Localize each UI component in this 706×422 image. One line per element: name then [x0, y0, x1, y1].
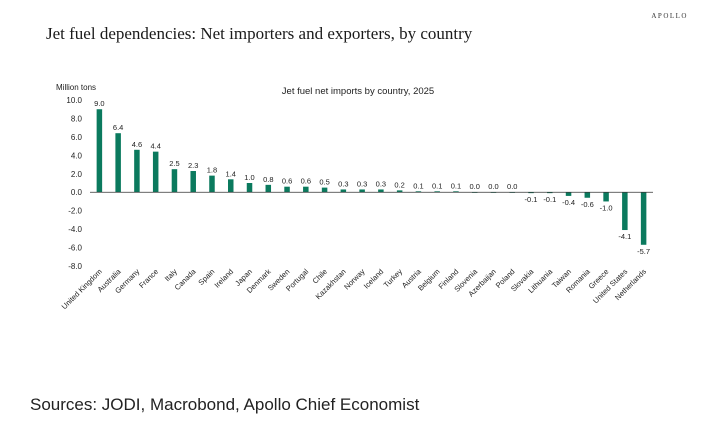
bar-romania	[584, 192, 591, 198]
bar-value-label: 0.0	[488, 182, 498, 191]
value-labels-group: 9.0 6.4 4.6 4.4 2.5 2.3 1.8 1.4 1.0 0.8 0.6 0.6 0.5 0…	[94, 99, 650, 256]
y-axis-unit-label: Million tons	[56, 83, 96, 92]
bar-united-states	[622, 192, 628, 231]
bar-value-label: 1.4	[226, 169, 236, 178]
x-category-label: France	[137, 267, 160, 290]
apollo-brand-logo: APOLLO	[651, 12, 688, 20]
bar-value-label: 1.0	[244, 173, 254, 182]
bar-sweden	[284, 186, 290, 193]
bar-iceland	[378, 189, 384, 193]
bar-value-label: -1.0	[600, 203, 613, 212]
bar-united-kingdom	[96, 109, 103, 193]
bar-value-label: 0.1	[451, 181, 461, 190]
bar-germany	[134, 149, 140, 193]
bar-kazakhstan	[340, 189, 347, 193]
y-axis-ticks: 10.0 8.0 6.0 4.0 2.0 0.0 -2.0 -4.0 -6.0 -8.0	[66, 96, 82, 271]
bar-value-label: 4.6	[132, 140, 142, 149]
chart-title: Jet fuel net imports by country, 2025	[282, 86, 434, 97]
page-headline: Jet fuel dependencies: Net importers and…	[46, 24, 473, 43]
bar-finland	[453, 191, 459, 193]
x-category-label: Canada	[173, 266, 199, 292]
bar-taiwan	[565, 192, 572, 196]
x-category-label: Norway	[342, 267, 367, 292]
bar-value-label: 1.8	[207, 166, 217, 175]
bar-value-label: 0.6	[282, 177, 292, 186]
bar-value-label: 0.0	[469, 182, 479, 191]
x-category-label: Ireland	[213, 267, 236, 290]
bar-value-label: 9.0	[94, 99, 104, 108]
bar-france	[152, 151, 159, 193]
bar-italy	[171, 169, 178, 193]
sources-note: Sources: JODI, Macrobond, Apollo Chief E…	[30, 395, 420, 414]
bar-value-label: 0.2	[394, 180, 404, 189]
bar-value-label: 0.5	[319, 178, 329, 187]
y-tick-label: 8.0	[71, 114, 83, 123]
bar-japan	[246, 183, 253, 193]
y-tick-label: 0.0	[71, 188, 83, 197]
y-tick-label: -4.0	[68, 225, 82, 234]
bar-value-label: 0.0	[507, 182, 517, 191]
y-tick-label: 6.0	[71, 133, 83, 142]
bar-value-label: 0.3	[376, 179, 386, 188]
x-category-label: Iceland	[362, 267, 385, 290]
bar-value-label: 6.4	[113, 123, 123, 132]
bar-spain	[209, 175, 215, 193]
bar-value-label: -0.6	[581, 200, 594, 209]
bar-australia	[115, 133, 121, 193]
bar-slovakia	[528, 192, 534, 194]
y-tick-label: -8.0	[68, 262, 82, 271]
bar-austria	[415, 191, 422, 193]
bar-value-label: -0.1	[525, 195, 538, 204]
bar-value-label: 0.3	[338, 179, 348, 188]
bar-value-label: -0.4	[562, 198, 575, 207]
bar-value-label: -0.1	[543, 195, 556, 204]
bar-value-label: 0.3	[357, 179, 367, 188]
y-tick-label: 2.0	[71, 170, 83, 179]
y-tick-label: 10.0	[66, 96, 82, 105]
bar-norway	[359, 189, 365, 193]
bar-value-label: -5.7	[637, 247, 650, 256]
bar-value-label: -4.1	[618, 232, 631, 241]
bar-netherlands	[640, 192, 647, 245]
x-category-label: Turkey	[382, 267, 405, 290]
bar-turkey	[396, 190, 403, 193]
bar-value-label: 0.1	[432, 181, 442, 190]
jet-fuel-bar-chart: Jet fuel net imports by country, 2025 Mi…	[56, 83, 653, 311]
bar-value-label: 2.5	[169, 159, 179, 168]
bar-canada	[190, 171, 196, 193]
bar-belgium	[434, 191, 440, 193]
bar-value-label: 0.1	[413, 181, 423, 190]
bar-portugal	[303, 186, 309, 193]
bar-denmark	[265, 184, 272, 193]
bar-greece	[603, 192, 609, 202]
bar-value-label: 4.4	[150, 142, 160, 151]
bar-value-label: 2.3	[188, 161, 198, 170]
bar-lithuania	[547, 192, 553, 194]
bar-value-label: 0.8	[263, 175, 273, 184]
bar-chile	[321, 187, 328, 193]
bar-value-label: 0.6	[301, 177, 311, 186]
y-tick-label: -6.0	[68, 244, 82, 253]
bar-ireland	[228, 179, 234, 193]
bars-group	[96, 109, 647, 245]
y-tick-label: -2.0	[68, 207, 82, 216]
y-tick-label: 4.0	[71, 151, 83, 160]
